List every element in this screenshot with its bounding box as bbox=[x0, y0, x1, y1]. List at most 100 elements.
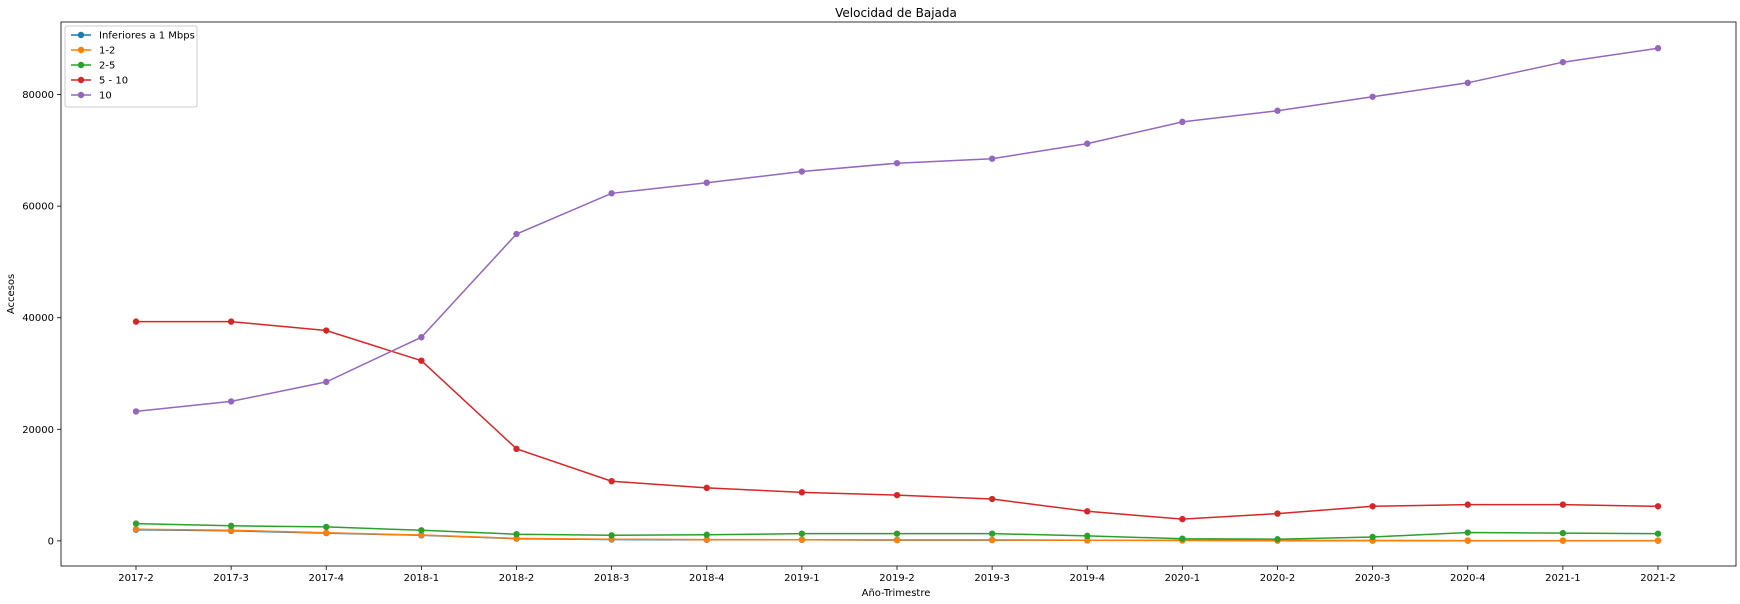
legend-entry: 2-5 bbox=[71, 61, 115, 72]
data-point bbox=[1369, 503, 1376, 510]
data-point bbox=[1654, 530, 1662, 537]
data-point bbox=[227, 527, 235, 534]
x-tick-label: 2020-1 bbox=[1165, 573, 1200, 584]
x-axis: 2017-2 2017-3 2017-4 2018-1 2018-2 2018-3 2018… bbox=[118, 566, 1676, 584]
data-point bbox=[1084, 532, 1091, 540]
data-point bbox=[1274, 536, 1281, 543]
x-tick-label: 2018-3 bbox=[594, 573, 629, 584]
legend-marker bbox=[77, 61, 85, 69]
x-tick-label: 2019-4 bbox=[1070, 573, 1105, 584]
data-point bbox=[513, 445, 520, 453]
data-point bbox=[418, 334, 425, 341]
data-point bbox=[132, 408, 140, 415]
data-point bbox=[1559, 537, 1567, 544]
legend-marker bbox=[77, 46, 85, 54]
data-point bbox=[132, 525, 140, 533]
data-point bbox=[893, 536, 901, 544]
data-point bbox=[323, 327, 330, 334]
data-point bbox=[1464, 537, 1471, 544]
data-point bbox=[1179, 515, 1186, 523]
data-point bbox=[1179, 118, 1186, 126]
legend-entry: 1-2 bbox=[71, 46, 115, 57]
legend-label: Inferiores a 1 Mbps bbox=[99, 31, 195, 42]
legend-marker bbox=[77, 91, 85, 99]
data-point bbox=[608, 190, 615, 197]
data-point bbox=[893, 159, 901, 167]
chart-title: Velocidad de Bajada bbox=[835, 6, 957, 20]
data-point bbox=[893, 530, 901, 537]
data-point bbox=[1084, 508, 1091, 515]
x-tick-label: 2020-2 bbox=[1260, 573, 1295, 584]
data-point bbox=[703, 531, 710, 538]
data-point bbox=[798, 168, 806, 175]
x-tick-label: 2018-1 bbox=[404, 573, 439, 584]
data-point bbox=[227, 318, 235, 325]
x-axis-label: Año-Trimestre bbox=[862, 588, 931, 599]
y-tick-label: 20000 bbox=[22, 425, 54, 436]
legend-entry: Inferiores a 1 Mbps bbox=[71, 31, 195, 42]
series-4 bbox=[132, 318, 1662, 523]
series-5 bbox=[132, 45, 1662, 415]
x-tick-label: 2020-3 bbox=[1355, 573, 1390, 584]
x-tick-label: 2019-1 bbox=[784, 573, 819, 584]
y-axis-label: Accesos bbox=[6, 274, 17, 314]
legend-label: 1-2 bbox=[99, 46, 115, 57]
data-point bbox=[798, 530, 806, 537]
data-point bbox=[1369, 533, 1376, 541]
data-point bbox=[1084, 140, 1091, 147]
x-tick-label: 2018-2 bbox=[499, 573, 534, 584]
legend-label: 2-5 bbox=[99, 61, 115, 72]
series-layer bbox=[132, 45, 1662, 544]
data-point bbox=[418, 527, 425, 534]
x-tick-label: 2019-3 bbox=[974, 573, 1009, 584]
series-3 bbox=[132, 520, 1662, 543]
data-point bbox=[608, 532, 615, 539]
data-point bbox=[132, 520, 140, 527]
y-tick-label: 0 bbox=[48, 536, 54, 547]
data-point bbox=[1179, 535, 1186, 542]
legend-entry: 10 bbox=[71, 91, 112, 102]
x-tick-label: 2021-2 bbox=[1640, 573, 1675, 584]
legend-box bbox=[64, 25, 198, 108]
data-point bbox=[227, 398, 235, 405]
x-tick-label: 2017-3 bbox=[213, 573, 248, 584]
x-tick-label: 2020-4 bbox=[1450, 573, 1485, 584]
x-tick-label: 2019-2 bbox=[879, 573, 914, 584]
data-point bbox=[1464, 79, 1471, 87]
data-point bbox=[323, 529, 330, 537]
data-point bbox=[1654, 537, 1662, 544]
data-point bbox=[418, 357, 425, 364]
legend-marker bbox=[77, 76, 85, 84]
data-point bbox=[1274, 107, 1281, 114]
data-point bbox=[798, 536, 806, 543]
legend: Inferiores a 1 Mbps 1-2 2-5 5 - 10 10 bbox=[64, 25, 198, 108]
data-point bbox=[1559, 58, 1567, 66]
legend-label: 5 - 10 bbox=[99, 76, 128, 87]
plot-area bbox=[60, 21, 1737, 567]
data-point bbox=[323, 523, 330, 531]
y-tick-label: 60000 bbox=[22, 202, 54, 213]
data-point bbox=[323, 378, 330, 386]
data-point bbox=[1274, 510, 1281, 517]
data-point bbox=[988, 155, 996, 162]
data-point bbox=[1369, 93, 1376, 100]
data-point bbox=[132, 318, 140, 325]
data-point bbox=[988, 536, 996, 544]
y-tick-label: 40000 bbox=[22, 313, 54, 324]
x-tick-label: 2018-4 bbox=[689, 573, 724, 584]
data-point bbox=[988, 530, 996, 537]
data-point bbox=[227, 522, 235, 530]
data-point bbox=[1559, 501, 1567, 508]
data-point bbox=[1559, 529, 1567, 537]
data-point bbox=[988, 495, 996, 503]
legend-entry: 5 - 10 bbox=[71, 76, 128, 87]
data-point bbox=[893, 491, 901, 499]
y-axis: 0 20000 40000 60000 80000 bbox=[22, 90, 61, 547]
data-point bbox=[608, 477, 615, 485]
data-point bbox=[1464, 501, 1471, 508]
x-tick-label: 2017-4 bbox=[309, 573, 344, 584]
data-point bbox=[703, 179, 710, 186]
legend-label: 10 bbox=[99, 91, 112, 102]
y-tick-label: 80000 bbox=[22, 90, 54, 101]
